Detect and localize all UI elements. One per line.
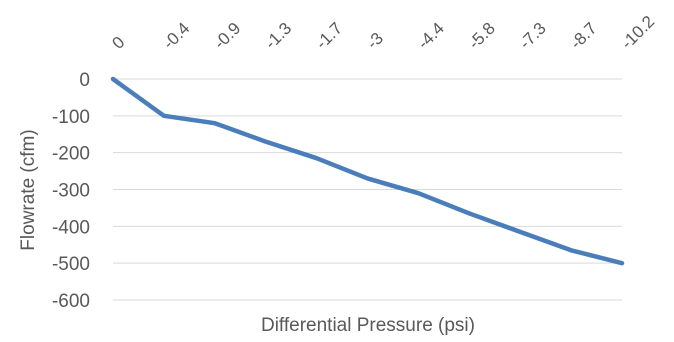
y-tick-label: -200 bbox=[52, 144, 90, 165]
y-tick-label: -300 bbox=[52, 181, 90, 202]
x-tick-label: -1.7 bbox=[312, 19, 346, 53]
x-tick-label: -5.8 bbox=[465, 19, 499, 53]
y-tick-label: 0 bbox=[79, 70, 90, 91]
x-tick-label: -3 bbox=[363, 29, 387, 53]
x-tick-label: -10.2 bbox=[617, 12, 658, 53]
x-tick-label: -4.4 bbox=[414, 19, 448, 53]
y-tick-label: -400 bbox=[52, 217, 90, 238]
x-tick-label: -8.7 bbox=[566, 19, 600, 53]
x-tick-labels: 0 -0.4 -0.9 -1.3 -1.7 -3 -4.4 -5.8 -7.3 -8.7 -10.2 bbox=[108, 12, 658, 53]
x-tick-label: -1.3 bbox=[261, 19, 295, 53]
x-axis-title: Differential Pressure (psi) bbox=[261, 315, 475, 336]
x-tick-label: -7.3 bbox=[516, 19, 550, 53]
x-tick-label: -0.4 bbox=[159, 19, 193, 53]
y-tick-label: -100 bbox=[52, 107, 90, 128]
x-tick-label: -0.9 bbox=[210, 19, 244, 53]
y-tick-labels: 0 -100 -200 -300 -400 -500 -600 bbox=[52, 70, 90, 312]
y-tick-label: -500 bbox=[52, 254, 90, 275]
x-tick-label: 0 bbox=[108, 33, 128, 53]
series-layer bbox=[113, 79, 622, 263]
y-axis-title: Flowrate (cfm) bbox=[18, 129, 39, 250]
gridlines bbox=[113, 79, 622, 300]
series-line-0 bbox=[113, 79, 622, 263]
y-tick-label: -600 bbox=[52, 291, 90, 312]
